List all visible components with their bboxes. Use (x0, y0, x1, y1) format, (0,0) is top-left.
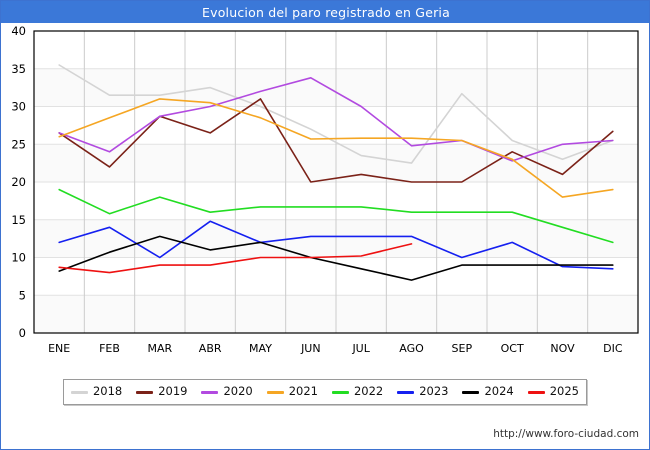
window-title-bar: Evolucion del paro registrado en Geria (1, 1, 649, 23)
x-axis-tick-label-NOV: NOV (550, 342, 575, 355)
plot-border (33, 30, 639, 334)
series-line-2020 (58, 76, 614, 162)
series-line-2019 (58, 98, 614, 183)
legend-label: 2024 (484, 384, 514, 399)
y-axis-tick-label: 20 (11, 175, 26, 189)
legend-swatch-icon (462, 390, 480, 394)
legend-item-2025[interactable]: 2025 (527, 384, 580, 399)
legend-swatch-icon (201, 390, 219, 394)
legend-label: 2022 (353, 384, 384, 399)
x-axis-tick-label-AGO: AGO (399, 342, 424, 355)
legend-item-2024[interactable]: 2024 (462, 384, 514, 399)
legend-item-2020[interactable]: 2020 (201, 384, 253, 399)
x-axis-tick-label-JUL: JUL (351, 342, 370, 355)
legend-swatch-icon (70, 390, 88, 394)
y-axis-tick-label: 30 (11, 100, 26, 114)
series-line-2018 (58, 64, 614, 164)
x-axis-tick-label-ABR: ABR (199, 342, 222, 355)
x-axis-tick-label-MAR: MAR (147, 342, 172, 355)
x-axis-tick-label-ENE: ENE (48, 342, 70, 355)
legend-label: 2020 (223, 384, 253, 399)
source-url: http://www.foro-ciudad.com (493, 428, 639, 440)
x-axis-tick-label-SEP: SEP (452, 342, 473, 355)
legend-item-2023[interactable]: 2023 (397, 384, 449, 399)
line-chart-svg: 0 5 10 15 20 25 30 35 40 ENE FEB MAR ABR MAY JUN JUL AGO… (11, 24, 639, 355)
legend-item-2018[interactable]: 2018 (70, 384, 123, 399)
series-line-2021 (58, 98, 614, 198)
legend-swatch-icon (397, 390, 415, 394)
legend-label: 2019 (158, 384, 188, 399)
series-line-2023 (58, 220, 614, 270)
y-axis-tick-label: 15 (11, 213, 26, 227)
chart-legend: 2018 2019 2020 2021 2022 2023 2024 2025 (63, 379, 587, 405)
y-axis-tick-label: 5 (19, 288, 26, 302)
legend-label: 2018 (92, 384, 123, 399)
series-line-2022 (58, 188, 614, 244)
x-axis-tick-label-FEB: FEB (99, 342, 120, 355)
x-axis-tick-label-OCT: OCT (501, 342, 524, 355)
x-axis-tick-label-MAY: MAY (249, 342, 272, 355)
y-axis-tick-label: 25 (11, 137, 26, 151)
legend-swatch-icon (136, 390, 154, 394)
x-axis-tick-label-JUN: JUN (300, 342, 321, 355)
x-axis-tick-label-DIC: DIC (603, 342, 623, 355)
legend-label: 2025 (549, 384, 580, 399)
legend-label: 2021 (288, 384, 319, 399)
legend-swatch-icon (527, 390, 545, 394)
page-title: Evolucion del paro registrado en Geria (202, 4, 450, 20)
y-axis-tick-label: 10 (11, 251, 26, 265)
y-axis-tick-label: 35 (11, 62, 26, 76)
legend-item-2022[interactable]: 2022 (331, 384, 384, 399)
series-line-2025 (58, 243, 413, 274)
y-axis-tick-label: 40 (11, 24, 26, 38)
legend-item-2019[interactable]: 2019 (136, 384, 188, 399)
legend-label: 2023 (419, 384, 449, 399)
legend-swatch-icon (266, 390, 284, 394)
y-axis-tick-label: 0 (19, 326, 26, 340)
legend-swatch-icon (331, 390, 349, 394)
chart-area: 0 5 10 15 20 25 30 35 40 ENE FEB MAR ABR MAY JUN JUL AGO… (1, 23, 649, 449)
series-line-2024 (58, 235, 614, 281)
legend-item-2021[interactable]: 2021 (266, 384, 319, 399)
